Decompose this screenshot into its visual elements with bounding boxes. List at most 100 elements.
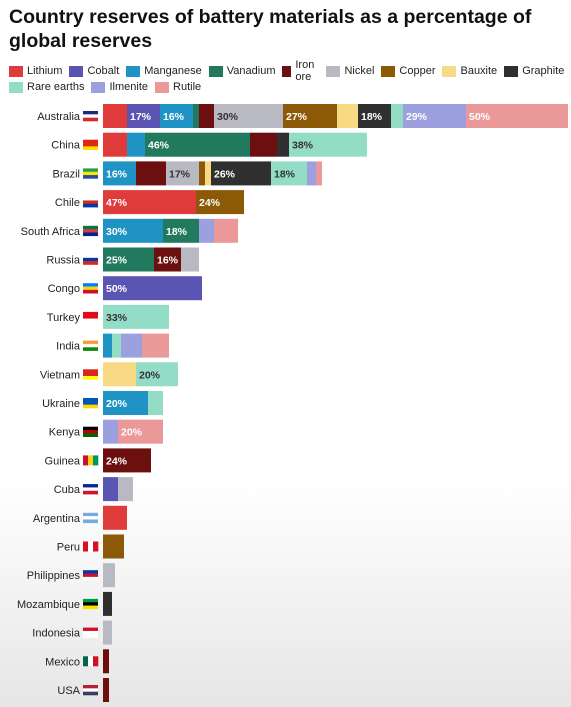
flag-icon — [83, 426, 98, 437]
flag-icon — [83, 254, 98, 265]
bar-segment — [103, 190, 196, 215]
legend-swatch — [442, 65, 457, 77]
bar-segment — [103, 505, 127, 530]
legend-label: Nickel — [344, 65, 375, 77]
flag-stripe — [93, 455, 99, 466]
bar-segment — [103, 419, 118, 444]
legend-label: Lithium — [27, 65, 63, 77]
flag-stripe — [83, 343, 98, 348]
data-label: 50% — [469, 111, 491, 123]
flag-stripe — [83, 573, 98, 578]
bar-segment — [103, 534, 124, 559]
legend-label: Vanadium — [226, 65, 276, 77]
flag-stripe — [83, 375, 98, 380]
country-label: Turkey — [47, 312, 81, 324]
bar-segment — [103, 620, 112, 645]
data-label: 18% — [274, 168, 296, 180]
flag-stripe — [83, 225, 98, 230]
country-label: Philippines — [27, 570, 81, 582]
bar-segment — [103, 333, 112, 358]
bar-segment — [466, 104, 568, 128]
country-label: Argentina — [33, 513, 81, 525]
legend-swatch — [9, 81, 23, 93]
data-label: 30% — [106, 226, 128, 238]
flag-stripe — [83, 168, 98, 173]
bar-segment — [118, 419, 163, 444]
flag-stripe — [83, 315, 98, 319]
flag-stripe — [83, 171, 98, 176]
legend-item: Manganese — [126, 65, 202, 77]
bar-segment — [103, 391, 148, 415]
flag-stripe — [83, 691, 98, 696]
legend-swatch — [326, 65, 341, 77]
bar-segment — [199, 104, 214, 128]
country-row: Kenya 20% — [49, 419, 163, 444]
bar-segment — [163, 218, 199, 243]
data-label: 27% — [286, 111, 308, 123]
country-label: Ukraine — [42, 398, 80, 410]
bar-segment — [196, 190, 244, 215]
country-row: Peru — [57, 534, 124, 559]
legend-item: Lithium — [9, 65, 62, 77]
country-row: Chile 47% 24% — [55, 190, 244, 215]
flag-stripe — [83, 197, 98, 201]
legend-item: Rare earths — [9, 81, 84, 93]
legend-label: Iron ore — [295, 59, 315, 83]
country-label: China — [51, 140, 81, 152]
bar-segment — [211, 161, 271, 186]
bar-segment — [121, 333, 142, 358]
bar-segment — [289, 132, 367, 157]
flag-stripe — [83, 430, 98, 434]
bar-segment — [103, 563, 115, 588]
flag-stripe — [83, 656, 89, 667]
legend-swatch — [155, 81, 170, 93]
data-label: 17% — [169, 168, 191, 180]
flag-stripe — [83, 570, 98, 574]
bar-segment — [103, 477, 118, 502]
bar-segment — [118, 477, 133, 502]
flag-icon — [83, 168, 98, 179]
country-row: Mozambique — [17, 591, 112, 616]
country-row: USA — [57, 678, 109, 702]
country-label: Indonesia — [32, 628, 81, 640]
country-row: South Africa 30% 18% — [21, 218, 238, 243]
bar-segment — [103, 304, 169, 329]
bar-segment — [316, 161, 322, 186]
bar-segment — [358, 104, 391, 128]
legend-item: Nickel — [326, 65, 374, 77]
bar-segment — [166, 161, 199, 186]
legend-item: Iron ore — [282, 59, 319, 83]
country-row: India — [56, 333, 169, 358]
country-label: Mozambique — [17, 599, 80, 611]
legend-label: Rare earths — [27, 81, 85, 93]
country-row: Mexico — [45, 649, 109, 674]
data-label: 38% — [292, 140, 314, 152]
flag-stripe — [83, 630, 98, 635]
data-label: 26% — [214, 168, 236, 180]
country-label: Guinea — [45, 455, 81, 467]
legend-item: Copper — [381, 65, 435, 77]
country-label: Kenya — [49, 427, 81, 439]
bar-segment — [337, 104, 358, 128]
flag-icon — [83, 311, 98, 323]
bar-segment — [193, 104, 199, 128]
flag-stripe — [83, 512, 98, 517]
country-label: Congo — [48, 283, 80, 295]
bar-segment — [136, 362, 178, 387]
flag-stripe — [83, 318, 98, 323]
data-label: 18% — [361, 111, 383, 123]
flag-stripe — [83, 576, 98, 581]
bar-segment — [127, 104, 160, 128]
flag-icon — [83, 197, 98, 208]
data-label: 20% — [121, 427, 143, 439]
flag-icon — [83, 685, 98, 696]
bar-segment — [181, 247, 199, 272]
country-row: Brazil 16% 17% 26% 18% — [52, 161, 322, 186]
bar-segment — [307, 161, 316, 186]
legend-row: Lithium Cobalt Manganese Vanadium Iron ore Ni… — [9, 59, 564, 83]
flag-stripe — [83, 627, 98, 632]
flag-stripe — [83, 598, 98, 603]
flag-stripe — [83, 229, 98, 233]
data-label: 20% — [139, 369, 161, 381]
legend-swatch — [282, 65, 292, 77]
